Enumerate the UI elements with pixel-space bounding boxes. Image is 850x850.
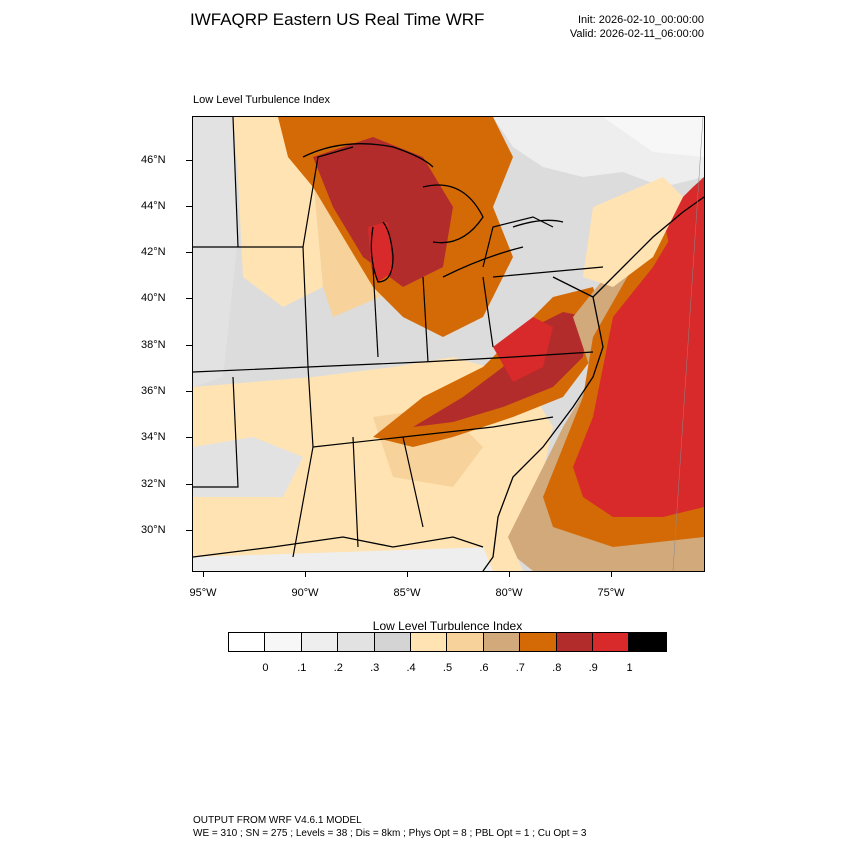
lon-tick bbox=[203, 571, 204, 577]
colorbar-label: 0 bbox=[262, 662, 269, 674]
init-time: Init: 2026-02-10_00:00:00 bbox=[578, 14, 704, 26]
model-info: OUTPUT FROM WRF V4.6.1 MODEL bbox=[193, 815, 362, 826]
lat-tick bbox=[186, 530, 192, 531]
boundary-line bbox=[402, 436, 424, 528]
colorbar-label: .9 bbox=[588, 662, 598, 674]
south-gray-patch bbox=[193, 437, 303, 497]
lon-label: 75°W bbox=[597, 587, 625, 599]
lat-label: 40°N bbox=[141, 292, 166, 304]
boundary-line bbox=[302, 146, 354, 248]
lat-tick bbox=[186, 206, 192, 207]
florida-tan bbox=[483, 537, 523, 571]
lat-tick bbox=[186, 437, 192, 438]
boundary-line bbox=[312, 416, 554, 448]
map-svg bbox=[193, 117, 704, 571]
boundary-line bbox=[372, 266, 379, 358]
colorbar bbox=[228, 632, 667, 652]
gulf-field bbox=[193, 547, 523, 571]
lon-label: 85°W bbox=[393, 587, 421, 599]
boundary-line bbox=[193, 246, 309, 373]
great-lakes bbox=[302, 143, 564, 283]
lat-label: 42°N bbox=[141, 246, 166, 258]
lat-label: 34°N bbox=[141, 431, 166, 443]
lon-label: 95°W bbox=[189, 587, 217, 599]
lon-tick bbox=[611, 571, 612, 577]
new-england-tan bbox=[583, 177, 683, 287]
boundary-line bbox=[352, 436, 359, 548]
lake-michigan bbox=[370, 221, 394, 283]
colorbar-label: .1 bbox=[297, 662, 307, 674]
lake-huron bbox=[422, 184, 484, 244]
colorbar-swatch bbox=[301, 633, 339, 651]
colorbar-label: .4 bbox=[406, 662, 416, 674]
lon-tick bbox=[305, 571, 306, 577]
michigan-dark-red bbox=[313, 137, 453, 287]
atlantic-coastline bbox=[482, 276, 604, 571]
model-options: WE = 310 ; SN = 275 ; Levels = 38 ; Dis … bbox=[193, 828, 587, 839]
virginia-red bbox=[493, 317, 553, 382]
valid-time: Valid: 2026-02-11_06:00:00 bbox=[569, 28, 704, 40]
graticule bbox=[672, 117, 704, 571]
lon-tick bbox=[407, 571, 408, 577]
colorbar-swatch bbox=[374, 633, 412, 651]
lat-label: 38°N bbox=[141, 339, 166, 351]
colorbar-label: .2 bbox=[333, 662, 343, 674]
west-field bbox=[193, 117, 238, 387]
colorbar-swatch bbox=[411, 633, 448, 651]
boundary-line bbox=[422, 276, 429, 363]
colorbar-swatch bbox=[483, 633, 521, 651]
turbulence-map bbox=[192, 116, 705, 572]
colorbar-title: Low Level Turbulence Index bbox=[372, 619, 523, 633]
colorbar-swatch bbox=[447, 633, 484, 651]
midwest-tan bbox=[233, 117, 343, 307]
lat-label: 32°N bbox=[141, 478, 166, 490]
lat-tick bbox=[186, 252, 192, 253]
lon-tick bbox=[509, 571, 510, 577]
lat-label: 30°N bbox=[141, 524, 166, 536]
colorbar-swatch bbox=[229, 633, 266, 651]
lat-tick bbox=[186, 160, 192, 161]
lat-tick bbox=[186, 484, 192, 485]
boundary-line bbox=[307, 351, 594, 368]
lat-tick bbox=[186, 298, 192, 299]
lat-label: 46°N bbox=[141, 154, 166, 166]
gulf-coastline bbox=[193, 536, 484, 558]
field-subtitle: Low Level Turbulence Index bbox=[193, 94, 330, 106]
colorbar-swatch bbox=[265, 633, 302, 651]
lake-ontario bbox=[512, 219, 564, 228]
boundary-line bbox=[193, 376, 239, 488]
state-boundaries bbox=[193, 117, 604, 558]
atlantic-red bbox=[573, 207, 704, 517]
colorbar-label: .6 bbox=[479, 662, 489, 674]
boundary-line bbox=[482, 276, 494, 348]
lake-superior bbox=[302, 143, 434, 168]
lat-label: 44°N bbox=[141, 200, 166, 212]
lake-michigan-red bbox=[368, 222, 393, 282]
boundary-line bbox=[232, 117, 239, 248]
colorbar-label: .5 bbox=[442, 662, 453, 674]
lat-tick bbox=[186, 345, 192, 346]
lon-label: 90°W bbox=[291, 587, 319, 599]
colorbar-label: .8 bbox=[552, 662, 562, 674]
lon-label: 80°W bbox=[495, 587, 523, 599]
colorbar-label: .3 bbox=[370, 662, 380, 674]
colorbar-swatch bbox=[520, 633, 557, 651]
lat-label: 36°N bbox=[141, 385, 166, 397]
meridian-72w bbox=[672, 117, 704, 571]
ne-coastline bbox=[592, 196, 704, 298]
colorbar-swatch bbox=[338, 633, 375, 651]
boundary-line bbox=[492, 266, 604, 278]
plot-title: IWFAQRP Eastern US Real Time WRF bbox=[190, 10, 485, 29]
lake-erie bbox=[442, 246, 524, 278]
colorbar-swatch bbox=[629, 633, 666, 651]
colorbar-swatch bbox=[556, 633, 594, 651]
lat-tick bbox=[186, 391, 192, 392]
colorbar-swatch bbox=[593, 633, 630, 651]
colorbar-label: .7 bbox=[515, 662, 525, 674]
colorbar-label: 1 bbox=[626, 662, 633, 674]
canada-light bbox=[603, 117, 704, 157]
boundary-line bbox=[482, 216, 554, 268]
